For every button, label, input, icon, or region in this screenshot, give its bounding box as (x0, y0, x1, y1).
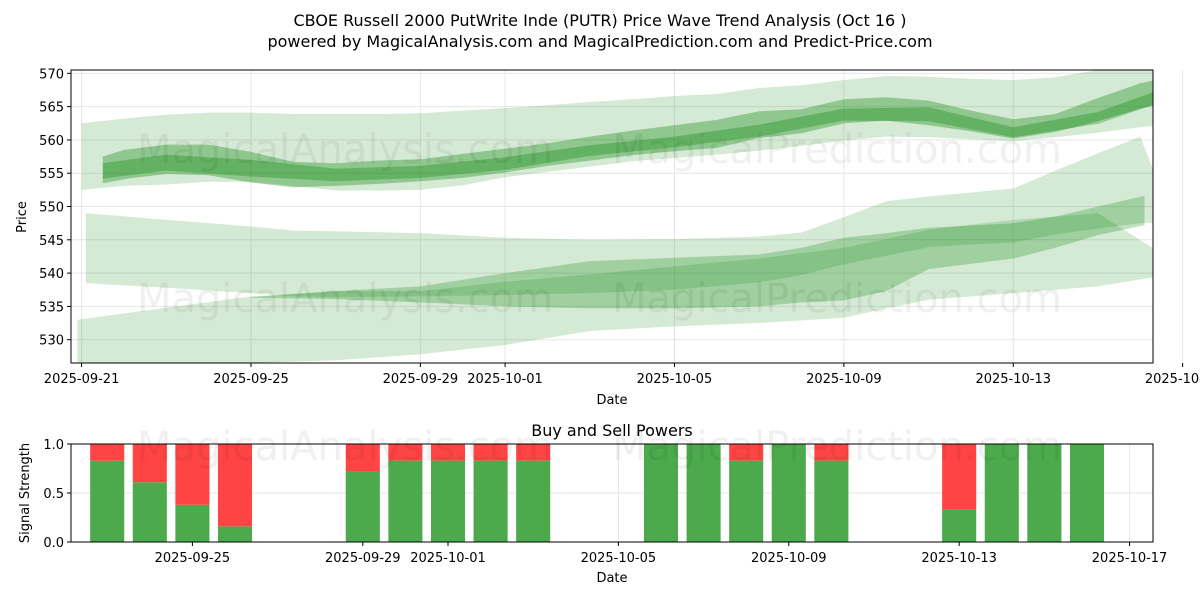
price-y-tick-label: 535 (39, 300, 64, 315)
buy-sell-title: Buy and Sell Powers (531, 421, 693, 440)
price-x-tick-label: 2025-10-17 (1145, 372, 1200, 387)
price-band (102, 92, 1153, 182)
buy-bar (1069, 444, 1105, 542)
price-axes-frame (70, 69, 1154, 364)
signal-x-axis-label: Date (596, 571, 627, 586)
buy-bar (643, 444, 679, 542)
signal-x-ticks: 2025-09-25 2025-09-29 2025-10-01 2025-10-05… (155, 542, 1168, 566)
sell-bar (132, 444, 167, 483)
sell-bar (473, 444, 508, 461)
price-y-ticks: 530 535 540 545 550 555 560 565 570 (39, 67, 71, 349)
signal-x-tick-label: 2025-09-29 (325, 551, 401, 566)
price-x-tick-label: 2025-10-01 (467, 372, 543, 387)
buy-bar (729, 460, 764, 542)
price-y-tick-label: 530 (39, 334, 64, 349)
buy-bar (942, 509, 977, 542)
price-x-ticks: 2025-09-21 2025-09-25 2025-09-29 2025-10-01… (44, 363, 1200, 387)
buy-bar (388, 460, 423, 542)
chart-subtitle: powered by MagicalAnalysis.com and Magic… (267, 32, 932, 51)
price-band (85, 136, 1153, 298)
signal-x-tick-label: 2025-10-13 (921, 551, 997, 566)
buy-bar (1027, 444, 1062, 542)
price-band (77, 213, 1153, 363)
price-y-tick-label: 555 (39, 167, 64, 182)
sell-bar (516, 444, 551, 461)
sell-bar (729, 444, 764, 461)
price-y-tick-label: 565 (39, 101, 64, 116)
price-y-tick-label: 545 (39, 234, 64, 249)
signal-y-tick-label: 1.0 (43, 438, 64, 453)
signal-x-tick-label: 2025-10-09 (751, 551, 827, 566)
buy-bar (814, 460, 849, 542)
buy-bar (345, 471, 380, 542)
price-x-tick-label: 2025-10-09 (806, 372, 882, 387)
buy-bar (430, 460, 466, 542)
buy-bar (771, 444, 806, 542)
price-bands (77, 70, 1153, 363)
signal-bars (90, 444, 1105, 542)
price-y-tick-label: 540 (39, 267, 64, 282)
watermark-analysis-top: MagicalAnalysis.com (137, 127, 553, 173)
sell-bar (217, 444, 253, 527)
buy-bar (90, 460, 125, 542)
buy-bar (217, 526, 253, 542)
buy-bar (516, 460, 551, 542)
sell-bar (345, 444, 380, 472)
watermark-analysis-bottom: MagicalAnalysis.com (137, 424, 553, 470)
price-grid (71, 70, 1184, 363)
sell-bar (942, 444, 977, 510)
price-x-tick-label: 2025-09-29 (383, 372, 459, 387)
price-y-tick-label: 560 (39, 134, 64, 149)
signal-y-axis-label: Signal Strength (18, 443, 33, 543)
watermark-analysis-mid: MagicalAnalysis.com (137, 276, 553, 322)
sell-bar (90, 444, 125, 461)
price-band (251, 195, 1145, 309)
price-wave-panel: MagicalAnalysis.com MagicalPrediction.co… (15, 67, 1200, 408)
price-x-tick-label: 2025-10-13 (975, 372, 1051, 387)
watermark-prediction-mid: MagicalPrediction.com (612, 276, 1062, 322)
sell-bar (388, 444, 423, 461)
price-band (81, 70, 1153, 191)
watermark-prediction-top: MagicalPrediction.com (612, 127, 1062, 173)
price-x-tick-label: 2025-09-21 (44, 372, 120, 387)
signal-y-ticks: 0.0 0.5 1.0 (43, 438, 71, 551)
price-x-axis-label: Date (596, 393, 627, 408)
buy-bar (984, 444, 1019, 542)
signal-x-tick-label: 2025-10-17 (1092, 551, 1168, 566)
buy-bar (132, 482, 167, 542)
signal-y-tick-label: 0.0 (43, 536, 64, 551)
price-band (102, 80, 1153, 188)
signal-x-tick-label: 2025-09-25 (155, 551, 231, 566)
price-x-tick-label: 2025-10-05 (637, 372, 713, 387)
buy-sell-panel: Buy and Sell Powers MagicalAnalysis.com … (18, 421, 1167, 586)
watermark-prediction-bottom: MagicalPrediction.com (612, 424, 1062, 470)
buy-bar (473, 460, 508, 542)
sell-bar (175, 444, 210, 505)
price-y-axis-label: Price (15, 201, 30, 233)
sell-bar (814, 444, 849, 461)
signal-x-tick-label: 2025-10-05 (581, 551, 657, 566)
price-y-tick-label: 550 (39, 201, 64, 216)
price-x-tick-label: 2025-09-25 (213, 372, 289, 387)
buy-bar (686, 444, 721, 542)
signal-y-tick-label: 0.5 (43, 487, 64, 502)
signal-x-tick-label: 2025-10-01 (410, 551, 486, 566)
price-y-tick-label: 570 (39, 67, 64, 82)
chart-title: CBOE Russell 2000 PutWrite Inde (PUTR) P… (293, 11, 906, 30)
sell-bar (430, 444, 466, 461)
buy-bar (175, 504, 210, 542)
